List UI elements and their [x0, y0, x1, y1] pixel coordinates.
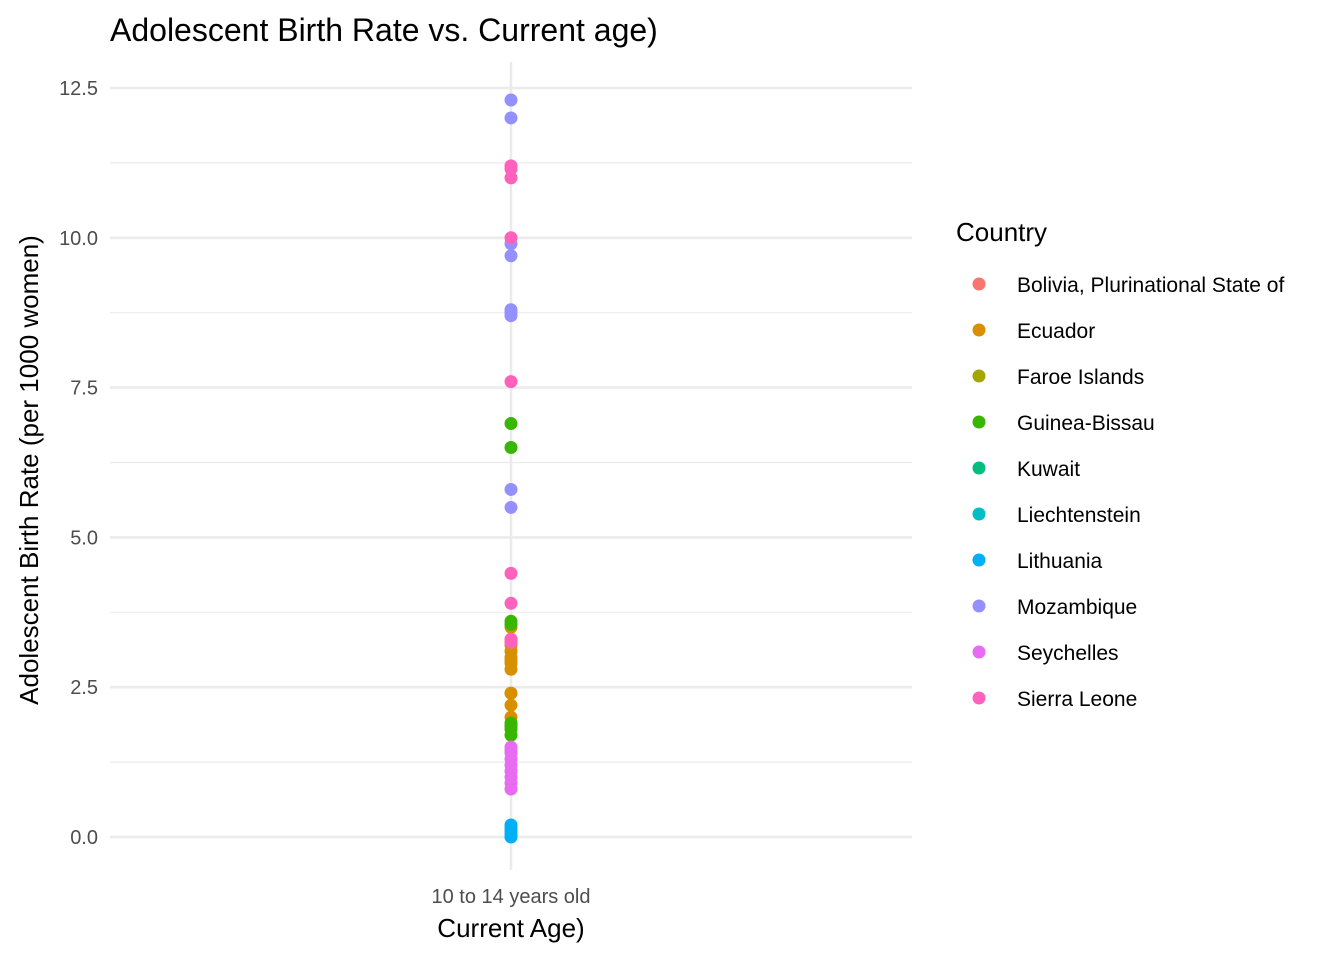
legend-label: Bolivia, Plurinational State of [1017, 274, 1284, 297]
legend-key [972, 645, 986, 659]
y-tick-label: 0.0 [70, 827, 98, 849]
legend-title: Country [956, 217, 1047, 247]
legend-label: Faroe Islands [1017, 366, 1144, 389]
legend-label: Kuwait [1017, 458, 1080, 481]
legend-key [972, 323, 986, 337]
y-tick-label: 5.0 [70, 527, 98, 549]
data-point [504, 231, 518, 245]
data-point [504, 644, 518, 658]
data-point [504, 482, 518, 496]
data-point [504, 375, 518, 389]
y-tick-label: 7.5 [70, 378, 98, 400]
data-point [504, 743, 518, 757]
data-point [504, 728, 518, 742]
legend-key [972, 461, 986, 475]
data-point [504, 782, 518, 796]
y-tick-label: 12.5 [59, 78, 98, 100]
legend-key [972, 691, 986, 705]
data-point [504, 698, 518, 712]
data-point [504, 500, 518, 514]
data-point [504, 719, 518, 733]
data-point [504, 662, 518, 676]
data-point [504, 653, 518, 667]
legend-label: Liechtenstein [1017, 504, 1141, 527]
y-tick-label: 10.0 [59, 228, 98, 250]
data-point [504, 441, 518, 455]
legend-key [972, 415, 986, 429]
x-tick-label: 10 to 14 years old [432, 886, 591, 908]
data-point [504, 249, 518, 263]
legend-label: Sierra Leone [1017, 688, 1137, 711]
data-point [504, 830, 518, 844]
y-axis-ticks: 0.0 2.5 5.0 7.5 10.0 12.5 [59, 78, 98, 849]
legend-key [972, 507, 986, 521]
data-point [504, 566, 518, 580]
data-point [504, 417, 518, 431]
data-point [504, 162, 518, 176]
data-point [504, 617, 518, 631]
legend-key [972, 277, 986, 291]
legend-label: Guinea-Bissau [1017, 412, 1155, 435]
data-point [504, 686, 518, 700]
x-axis-ticks: 10 to 14 years old [432, 886, 591, 908]
legend: Country Bolivia, Plurinational State of E… [956, 217, 1284, 711]
data-point [504, 111, 518, 125]
data-point [504, 93, 518, 107]
data-point [504, 306, 518, 320]
legend-label: Mozambique [1017, 596, 1137, 619]
chart-title: Adolescent Birth Rate vs. Current age) [110, 12, 658, 48]
data-point [504, 596, 518, 610]
data-point [504, 635, 518, 649]
legend-label: Lithuania [1017, 550, 1103, 573]
data-points [504, 93, 518, 844]
legend-label: Seychelles [1017, 642, 1119, 665]
x-axis-title: Current Age) [437, 913, 584, 943]
legend-label: Ecuador [1017, 320, 1095, 343]
y-axis-title: Adolescent Birth Rate (per 1000 women) [14, 235, 44, 705]
legend-key [972, 369, 986, 383]
data-point [504, 171, 518, 185]
y-tick-label: 2.5 [70, 677, 98, 699]
legend-key [972, 553, 986, 567]
legend-key [972, 599, 986, 613]
